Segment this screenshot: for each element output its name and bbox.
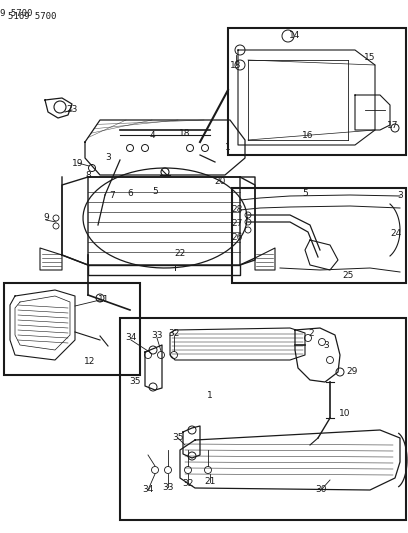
Text: 18: 18 (179, 128, 191, 138)
Text: 20: 20 (214, 177, 226, 187)
Text: 33: 33 (162, 482, 174, 491)
Text: 3: 3 (397, 191, 403, 200)
Text: 2: 2 (308, 329, 314, 338)
Text: 19: 19 (72, 158, 84, 167)
Text: 1: 1 (225, 143, 231, 152)
Text: 27: 27 (231, 220, 243, 229)
Bar (228, 28, 406, 155)
Text: 5169 5700: 5169 5700 (8, 12, 56, 21)
Text: 25: 25 (342, 271, 354, 280)
Bar (232, 188, 406, 283)
Text: 15: 15 (364, 53, 376, 62)
Text: 22: 22 (174, 248, 186, 257)
Text: 1: 1 (207, 392, 213, 400)
Text: 35: 35 (172, 433, 184, 442)
Text: 21: 21 (204, 478, 216, 487)
Text: 7: 7 (109, 191, 115, 200)
Text: 28: 28 (231, 206, 243, 214)
Text: 9: 9 (43, 214, 49, 222)
Text: 4: 4 (149, 131, 155, 140)
Text: 32: 32 (182, 480, 194, 489)
Bar (4, 283, 140, 375)
Text: 13: 13 (230, 61, 242, 69)
Text: 3: 3 (323, 342, 329, 351)
Text: 30: 30 (315, 486, 327, 495)
Text: 16: 16 (302, 132, 314, 141)
Text: 35: 35 (129, 376, 141, 385)
Text: 24: 24 (390, 230, 401, 238)
Text: 5: 5 (302, 190, 308, 198)
Text: 17: 17 (387, 122, 399, 131)
Text: 34: 34 (142, 486, 154, 495)
Text: 34: 34 (125, 333, 137, 342)
Text: 3: 3 (105, 154, 111, 163)
Text: 12: 12 (84, 358, 96, 367)
Text: 23: 23 (67, 106, 78, 115)
Text: 14: 14 (289, 31, 301, 41)
Text: 5: 5 (152, 188, 158, 197)
Text: 26: 26 (231, 233, 243, 243)
Text: 8: 8 (85, 171, 91, 180)
Text: 29: 29 (346, 367, 358, 376)
Text: 10: 10 (339, 408, 351, 417)
Bar (120, 318, 406, 520)
Text: 33: 33 (151, 330, 163, 340)
Text: 6: 6 (127, 190, 133, 198)
Text: 5169 5700: 5169 5700 (0, 10, 32, 19)
Text: 11: 11 (98, 295, 110, 304)
Text: 32: 32 (169, 328, 180, 337)
